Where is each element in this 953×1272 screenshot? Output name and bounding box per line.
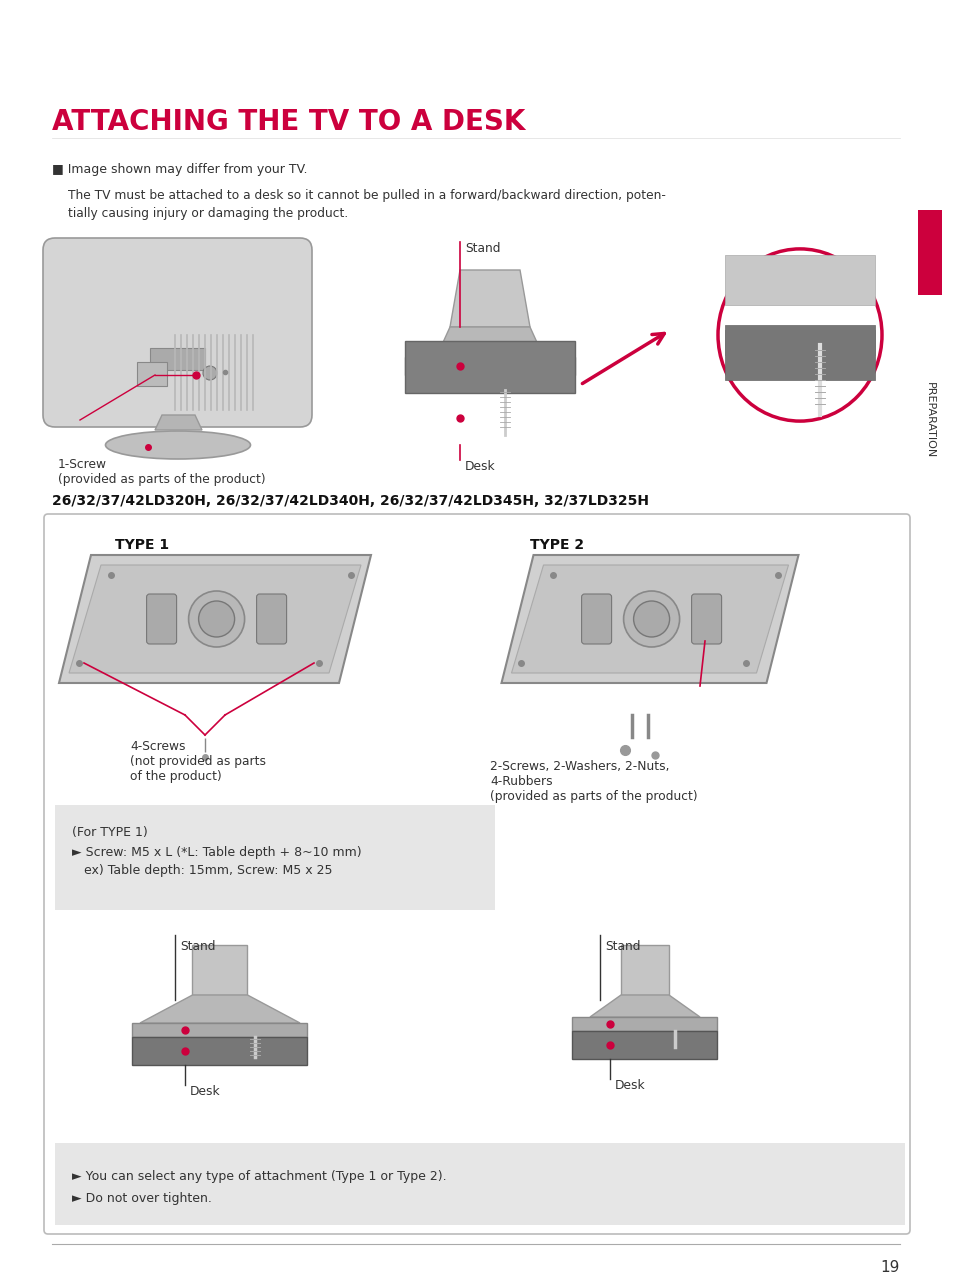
Polygon shape	[589, 995, 700, 1018]
FancyBboxPatch shape	[917, 210, 941, 295]
FancyBboxPatch shape	[405, 357, 575, 375]
Polygon shape	[501, 555, 798, 683]
Text: ► Do not over tighten.: ► Do not over tighten.	[71, 1192, 212, 1205]
Text: 26/32/37/42LD320H, 26/32/37/42LD340H, 26/32/37/42LD345H, 32/37LD325H: 26/32/37/42LD320H, 26/32/37/42LD340H, 26…	[52, 494, 648, 508]
FancyBboxPatch shape	[572, 1032, 717, 1060]
FancyBboxPatch shape	[724, 326, 874, 380]
Text: 1-Screw
(provided as parts of the product): 1-Screw (provided as parts of the produc…	[58, 458, 265, 486]
FancyBboxPatch shape	[581, 594, 611, 644]
Circle shape	[203, 366, 216, 380]
Circle shape	[633, 600, 669, 637]
Text: 19: 19	[880, 1261, 899, 1272]
Polygon shape	[69, 565, 360, 673]
Text: Desk: Desk	[615, 1079, 645, 1091]
Circle shape	[198, 600, 234, 637]
FancyBboxPatch shape	[572, 1018, 717, 1032]
Polygon shape	[59, 555, 371, 683]
Polygon shape	[450, 270, 530, 327]
Circle shape	[189, 591, 244, 647]
Text: ATTACHING THE TV TO A DESK: ATTACHING THE TV TO A DESK	[52, 108, 525, 136]
FancyBboxPatch shape	[55, 1144, 904, 1225]
Text: 2-Screws, 2-Washers, 2-Nuts,
4-Rubbers
(provided as parts of the product): 2-Screws, 2-Washers, 2-Nuts, 4-Rubbers (…	[490, 759, 697, 803]
Text: Stand: Stand	[180, 940, 215, 953]
Ellipse shape	[106, 431, 251, 459]
FancyBboxPatch shape	[137, 363, 167, 385]
Text: TYPE 1: TYPE 1	[115, 538, 169, 552]
Polygon shape	[154, 415, 202, 430]
FancyBboxPatch shape	[724, 254, 874, 305]
Polygon shape	[140, 995, 299, 1023]
Text: ■ Image shown may differ from your TV.: ■ Image shown may differ from your TV.	[52, 163, 307, 176]
Polygon shape	[435, 327, 544, 360]
FancyBboxPatch shape	[620, 945, 668, 995]
FancyBboxPatch shape	[55, 805, 495, 909]
Text: Stand: Stand	[604, 940, 639, 953]
Text: Desk: Desk	[190, 1085, 220, 1098]
FancyBboxPatch shape	[132, 1023, 307, 1037]
Text: ► Screw: M5 x L (*L: Table depth + 8~10 mm): ► Screw: M5 x L (*L: Table depth + 8~10 …	[71, 846, 361, 859]
Circle shape	[623, 591, 679, 647]
FancyBboxPatch shape	[147, 594, 176, 644]
Text: Desk: Desk	[464, 460, 496, 473]
FancyBboxPatch shape	[132, 1037, 307, 1065]
Text: Stand: Stand	[464, 242, 500, 254]
Text: PREPARATION: PREPARATION	[924, 382, 934, 458]
Text: ex) Table depth: 15mm, Screw: M5 x 25: ex) Table depth: 15mm, Screw: M5 x 25	[71, 864, 333, 876]
FancyBboxPatch shape	[193, 945, 247, 995]
FancyBboxPatch shape	[405, 341, 575, 393]
FancyBboxPatch shape	[256, 594, 286, 644]
FancyBboxPatch shape	[44, 514, 909, 1234]
FancyArrowPatch shape	[581, 333, 663, 384]
FancyBboxPatch shape	[691, 594, 720, 644]
Text: TYPE 2: TYPE 2	[530, 538, 583, 552]
Text: The TV must be attached to a desk so it cannot be pulled in a forward/backward d: The TV must be attached to a desk so it …	[68, 190, 665, 202]
Text: 4-Screws
(not provided as parts
of the product): 4-Screws (not provided as parts of the p…	[130, 740, 266, 784]
Text: ► You can select any type of attachment (Type 1 or Type 2).: ► You can select any type of attachment …	[71, 1170, 446, 1183]
Text: (For TYPE 1): (For TYPE 1)	[71, 826, 148, 840]
FancyBboxPatch shape	[724, 329, 874, 355]
Text: tially causing injury or damaging the product.: tially causing injury or damaging the pr…	[68, 207, 348, 220]
FancyBboxPatch shape	[43, 238, 312, 427]
Polygon shape	[511, 565, 788, 673]
FancyBboxPatch shape	[150, 349, 205, 370]
